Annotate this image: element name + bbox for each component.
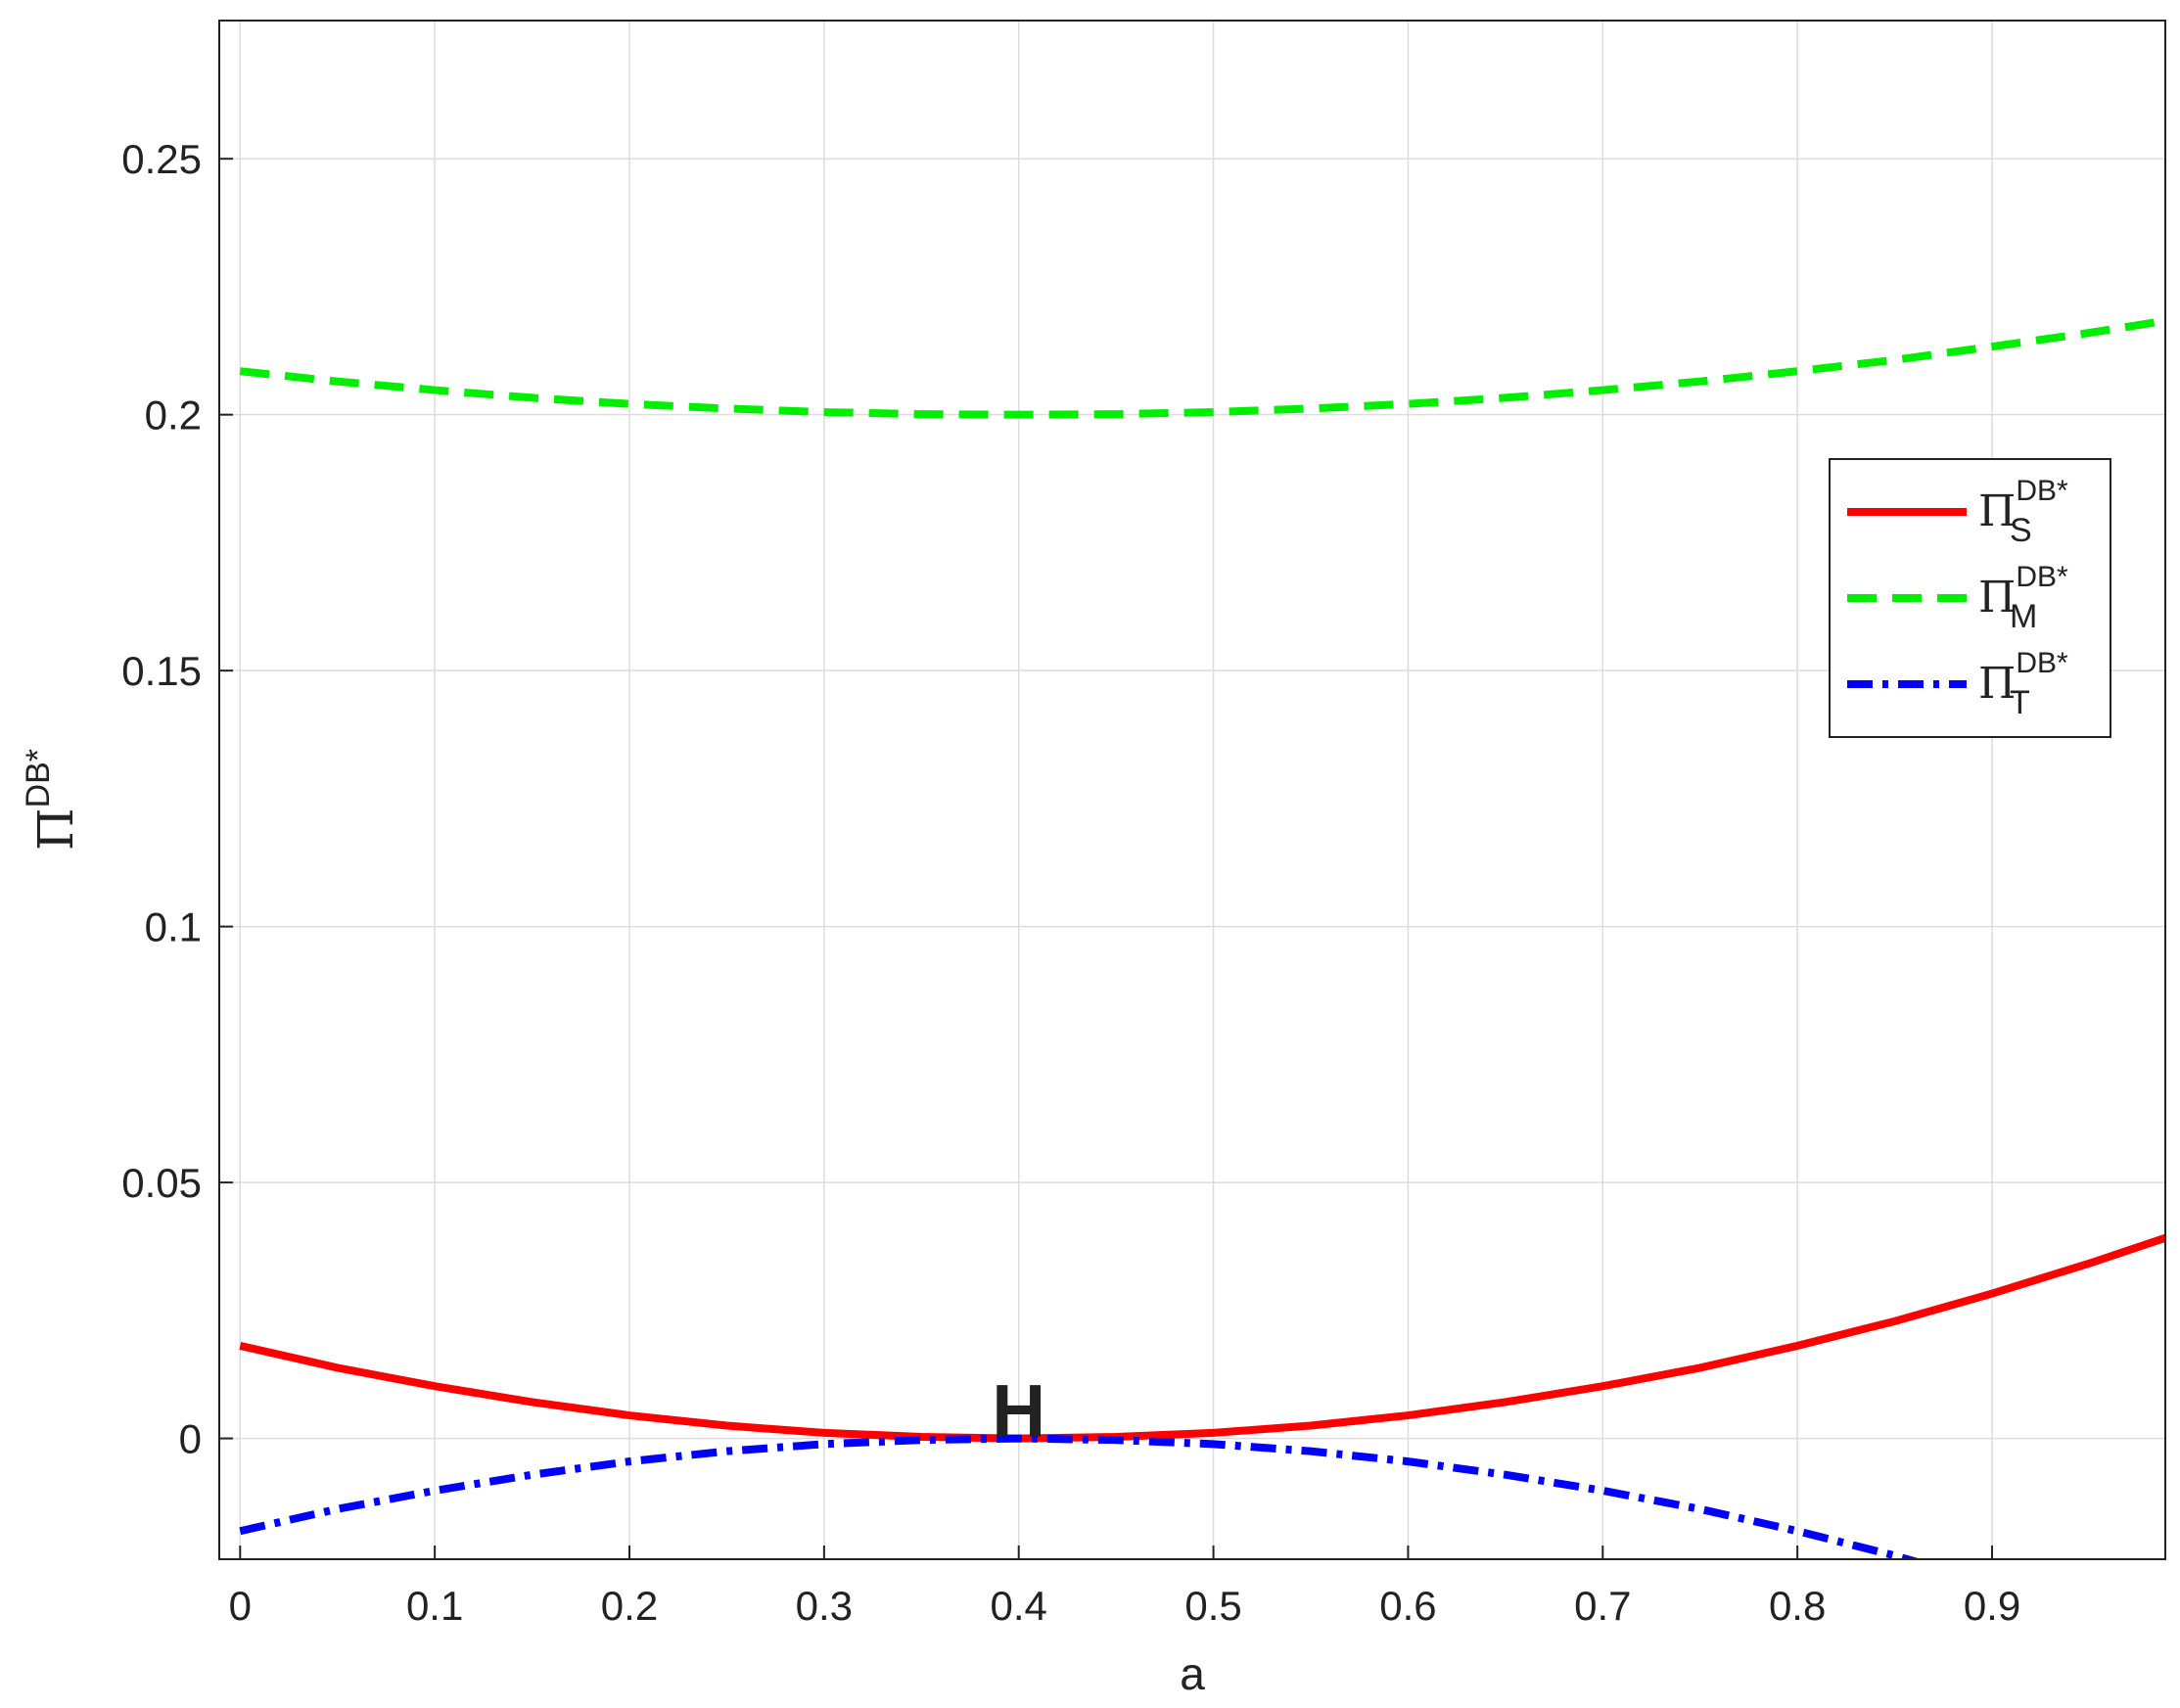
x-tick-label: 0.5 <box>1184 1583 1241 1629</box>
x-tick-label: 0.2 <box>601 1583 658 1629</box>
legend-subscript: T <box>2010 684 2030 721</box>
x-tick-label: 0 <box>229 1583 252 1629</box>
series-line <box>239 1434 1923 1559</box>
x-tick-label: 0.6 <box>1379 1583 1436 1629</box>
y-tick-label: 0.05 <box>121 1160 202 1206</box>
legend-subscript: M <box>2010 598 2037 635</box>
y-tick-label: 0.25 <box>121 136 202 182</box>
legend-label: ΠDB* T <box>1978 647 2068 721</box>
y-tick-label: 0 <box>179 1416 202 1462</box>
y-axis-label-symbol: Π <box>27 808 84 851</box>
series-line <box>239 316 2165 419</box>
y-tick-label: 0.15 <box>121 648 202 694</box>
ticks: 0 0.1 0.2 0.3 0.4 0.5 0.6 0.7 0.8 0.9 0 0.05 0.1 0.15… <box>121 136 2020 1629</box>
legend-label: ΠDB* S <box>1978 475 2068 549</box>
y-axis-label: ΠDB* <box>20 749 84 851</box>
legend-superscript: DB* <box>2016 647 2068 679</box>
y-axis-label-superscript: DB* <box>20 749 57 808</box>
legend-label: ΠDB* M <box>1978 561 2068 635</box>
y-tick-label: 0.2 <box>145 392 202 439</box>
x-tick-label: 0.1 <box>406 1583 463 1629</box>
annotation: H <box>992 1370 1045 1454</box>
legend-superscript: DB* <box>2016 561 2068 593</box>
x-tick-label: 0.8 <box>1769 1583 1826 1629</box>
legend-symbol: Π <box>1978 573 2016 623</box>
x-tick-label: 0.3 <box>796 1583 853 1629</box>
plot-area <box>239 316 2165 1559</box>
x-axis-label: a <box>1180 1648 1205 1699</box>
x-tick-label: 0.9 <box>1964 1583 2020 1629</box>
series-line <box>239 1233 2165 1443</box>
legend-symbol: Π <box>1978 659 2016 709</box>
axes-box <box>218 20 2166 1560</box>
x-tick-label: 0.4 <box>991 1583 1047 1629</box>
y-tick-label: 0.1 <box>145 904 202 950</box>
legend-superscript: DB* <box>2016 475 2068 507</box>
x-tick-label: 0.7 <box>1574 1583 1631 1629</box>
legend-subscript: S <box>2010 512 2032 549</box>
legend-symbol: Π <box>1978 486 2016 536</box>
